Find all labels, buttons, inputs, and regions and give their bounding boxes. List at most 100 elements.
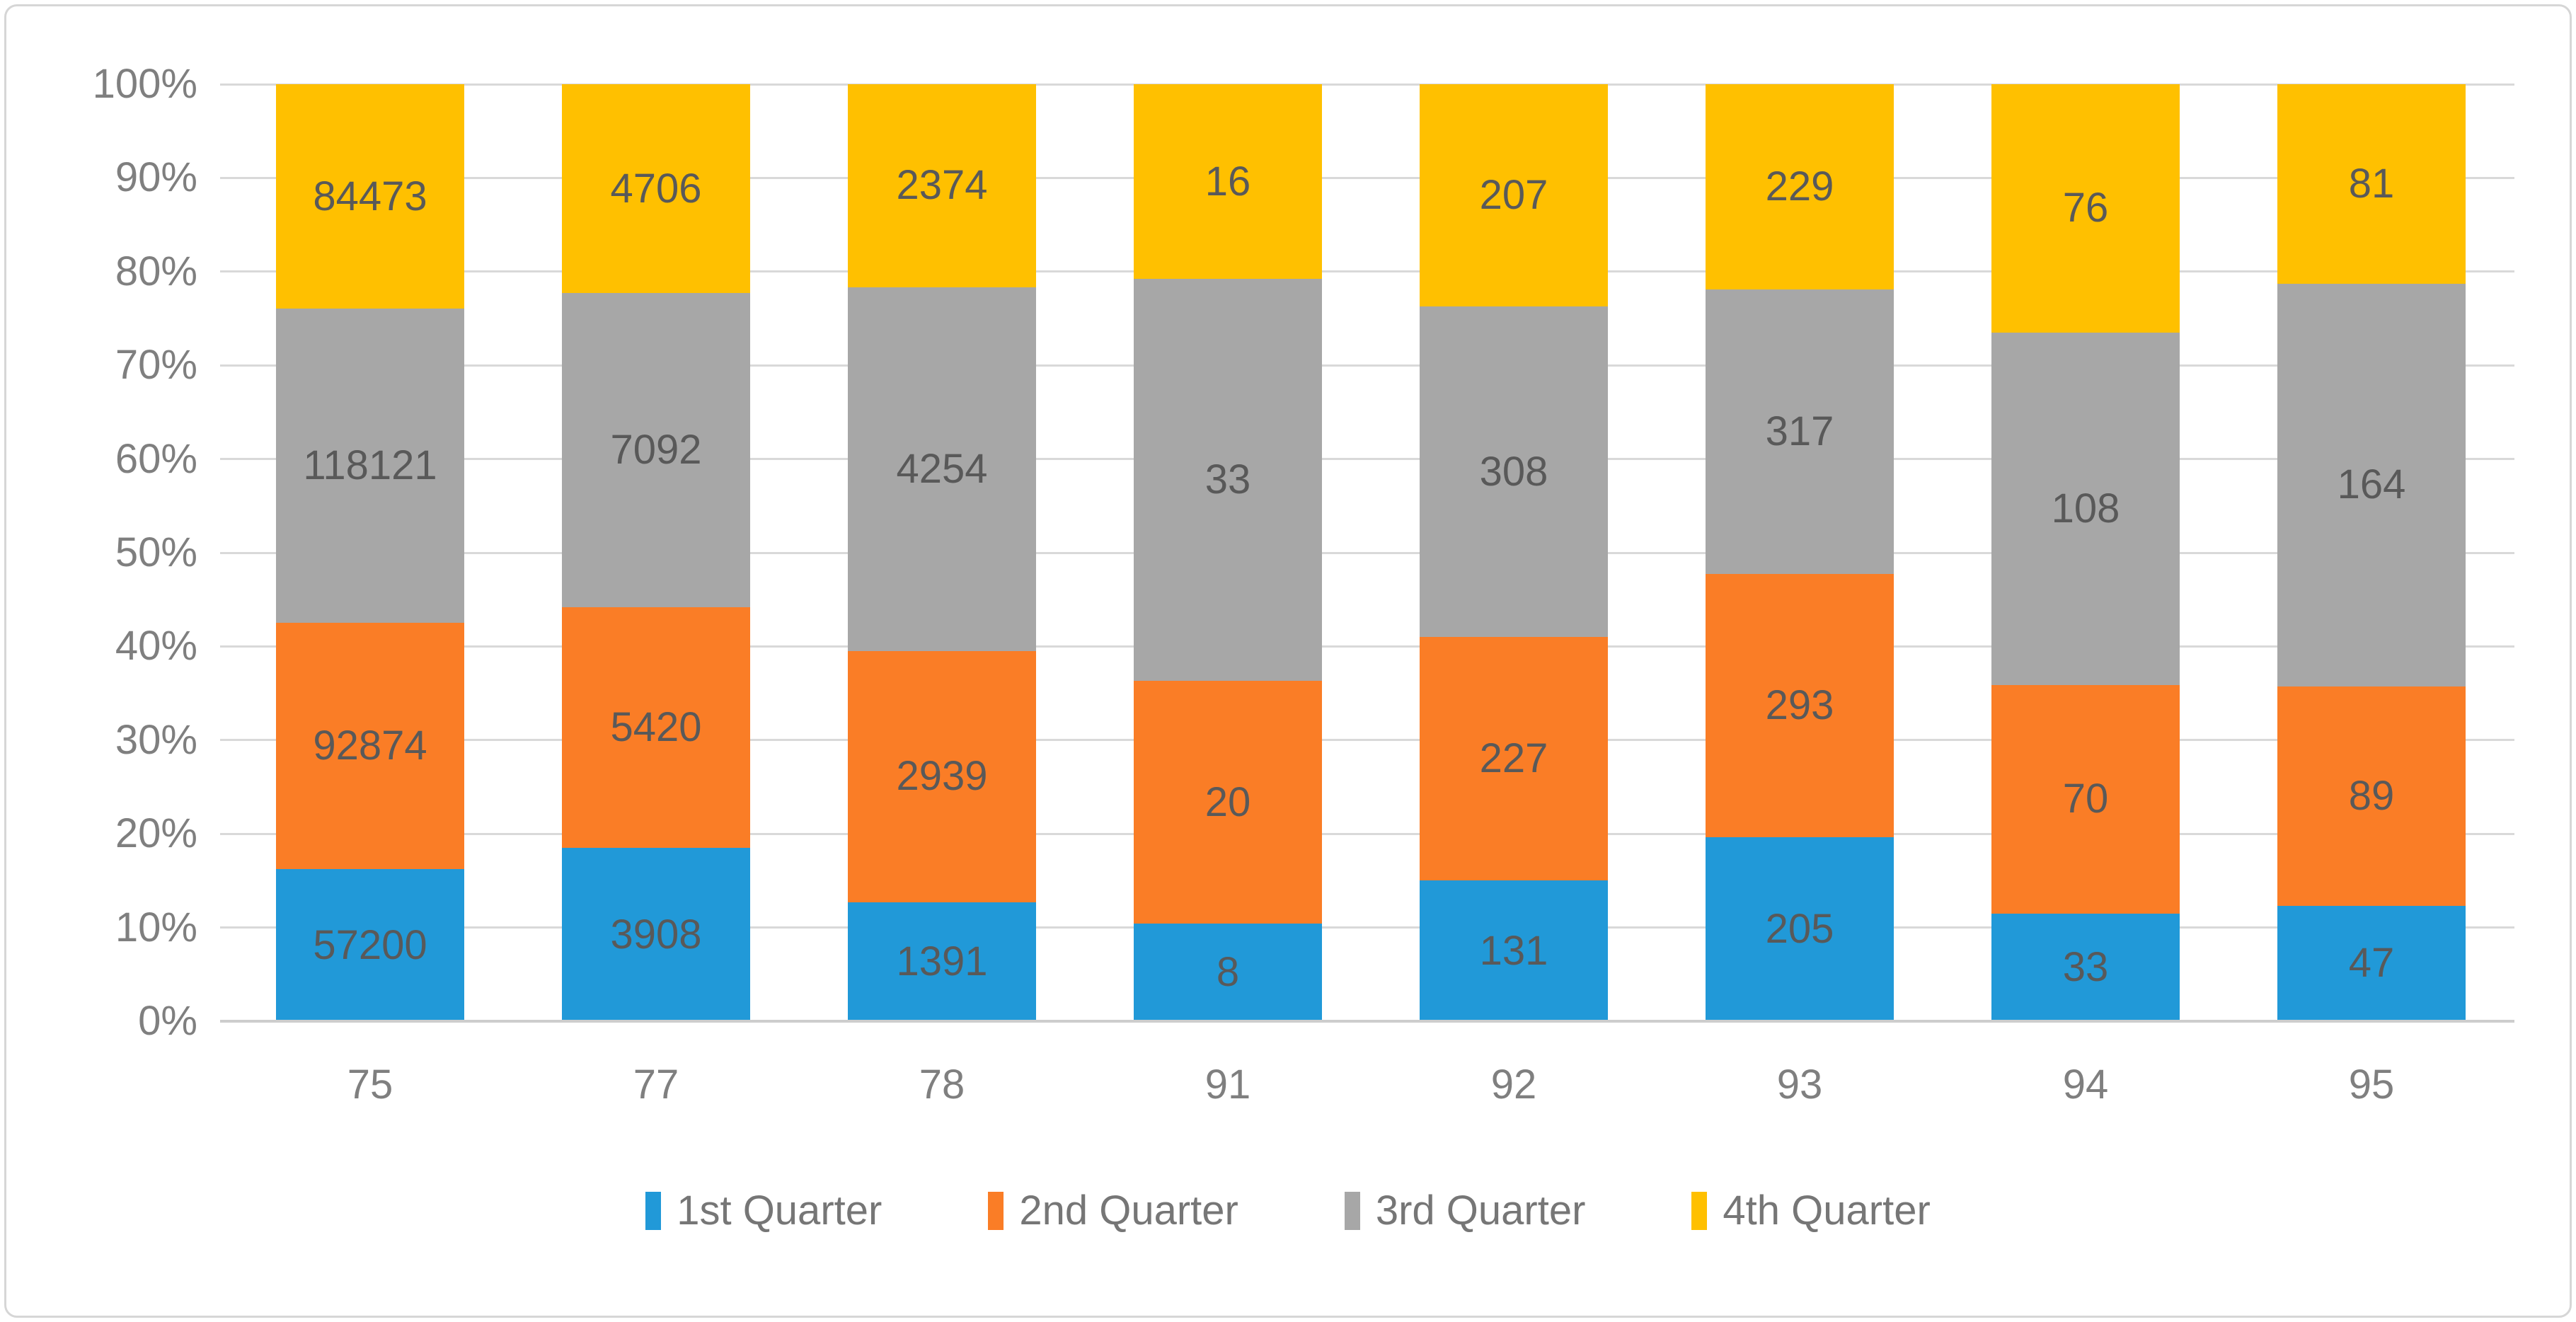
data-label: 92874 (313, 722, 427, 769)
stacked-bar: 205 293 317 229 (1705, 84, 1894, 1021)
bar-segment: 16 (1133, 84, 1323, 280)
bar-segment: 92874 (275, 622, 465, 870)
bar-segment: 1391 (847, 902, 1037, 1021)
data-label: 7092 (610, 427, 702, 473)
bar-segment: 5420 (561, 607, 751, 849)
bar-segment: 70 (1991, 684, 2180, 914)
data-label: 131 (1479, 927, 1548, 974)
data-label: 108 (2051, 485, 2120, 531)
bar-column: 131 227 308 207 (1371, 84, 1657, 1021)
y-axis-tick-label: 80% (115, 248, 197, 294)
data-label: 20 (1204, 778, 1251, 825)
gridline (220, 83, 2514, 86)
legend: 1st Quarter 2nd Quarter 3rd Quarter 4th Qua… (6, 1187, 2570, 1234)
gridline (220, 551, 2514, 554)
bar-segment: 207 (1419, 84, 1609, 306)
data-label: 33 (1204, 456, 1251, 502)
x-axis-category-label: 75 (347, 1062, 393, 1108)
gridline (220, 645, 2514, 648)
data-label: 57200 (313, 921, 427, 968)
bar-segment: 317 (1705, 289, 1894, 575)
bar-column: 57200 92874 118121 84473 (227, 84, 513, 1021)
legend-label: 4th Quarter (1723, 1188, 1931, 1234)
y-axis-tick-label: 90% (115, 154, 197, 201)
data-label: 70 (2062, 776, 2109, 822)
bar-segment: 227 (1419, 637, 1609, 881)
y-axis-tick-label: 60% (115, 435, 197, 482)
bar-column: 1391 2939 4254 2374 (799, 84, 1085, 1021)
data-label: 2939 (896, 753, 988, 800)
data-label: 16 (1204, 158, 1251, 205)
bar-segment: 131 (1419, 880, 1609, 1021)
legend-item: 4th Quarter (1691, 1187, 1931, 1234)
gridline (220, 364, 2514, 367)
data-label: 205 (1765, 906, 1834, 953)
bar-segment: 205 (1705, 837, 1894, 1021)
legend-label: 1st Quarter (677, 1188, 882, 1234)
data-label: 84473 (313, 173, 427, 219)
stacked-bar: 131 227 308 207 (1419, 84, 1609, 1021)
x-axis-category-label: 94 (2062, 1062, 2109, 1108)
data-label: 317 (1765, 408, 1834, 455)
bar-column: 47 89 164 81 (2229, 84, 2514, 1021)
bar-segment: 2939 (847, 650, 1037, 902)
bar-segment: 108 (1991, 332, 2180, 685)
data-label: 76 (2062, 185, 2109, 231)
y-axis-tick-label: 20% (115, 810, 197, 857)
bar-segment: 4706 (561, 84, 751, 293)
stacked-bar: 3908 5420 7092 4706 (561, 84, 751, 1021)
bar-segment: 4254 (847, 287, 1037, 651)
data-label: 4254 (896, 445, 988, 492)
stacked-bar: 33 70 108 76 (1991, 84, 2180, 1021)
y-axis-tick-label: 70% (115, 342, 197, 389)
bar-segment: 229 (1705, 84, 1894, 290)
gridline (220, 270, 2514, 273)
chart-frame: 0% 10% 20% 30% 40% 50% 60% 70% 80% 90% 100% 57200 9… (4, 4, 2572, 1318)
data-label: 3908 (610, 911, 702, 958)
bar-segment: 308 (1419, 306, 1609, 638)
bar-segment: 2374 (847, 84, 1037, 287)
data-label: 293 (1765, 682, 1834, 729)
gridline (220, 458, 2514, 461)
data-label: 81 (2348, 160, 2395, 207)
bar-column: 33 70 108 76 (1943, 84, 2229, 1021)
y-axis-tick-label: 0% (138, 998, 197, 1044)
bar-column: 205 293 317 229 (1657, 84, 1943, 1021)
data-label: 5420 (610, 704, 702, 751)
bar-segment: 57200 (275, 869, 465, 1021)
data-label: 229 (1765, 163, 1834, 210)
data-label: 8 (1216, 949, 1240, 996)
legend-label: 2nd Quarter (1019, 1188, 1238, 1234)
x-axis-category-label: 93 (1776, 1062, 1823, 1108)
data-label: 33 (2062, 943, 2109, 990)
stacked-bar: 8 20 33 16 (1133, 84, 1323, 1021)
y-axis-tick-label: 10% (115, 904, 197, 950)
y-axis-tick-label: 50% (115, 529, 197, 575)
stacked-bar: 57200 92874 118121 84473 (275, 84, 465, 1021)
y-axis-tick-label: 100% (92, 61, 197, 107)
data-label: 207 (1479, 171, 1548, 218)
bar-column: 3908 5420 7092 4706 (513, 84, 799, 1021)
data-label: 308 (1479, 448, 1548, 495)
x-axis-category-label: 91 (1204, 1062, 1251, 1108)
legend-item: 1st Quarter (645, 1187, 882, 1234)
data-label: 47 (2348, 940, 2395, 987)
legend-marker (1691, 1191, 1708, 1230)
legend-marker (988, 1191, 1004, 1230)
data-label: 164 (2337, 461, 2406, 508)
bar-segment: 164 (2277, 283, 2466, 687)
gridline (220, 176, 2514, 179)
bar-segment: 84473 (275, 84, 465, 309)
bar-segment: 76 (1991, 84, 2180, 333)
bar-segment: 47 (2277, 905, 2466, 1021)
data-label: 2374 (896, 162, 988, 209)
x-axis-category-label: 92 (1490, 1062, 1537, 1108)
data-label: 227 (1479, 735, 1548, 782)
gridline (220, 739, 2514, 742)
x-axis-category-label: 78 (919, 1062, 965, 1108)
x-axis-category-label: 95 (2348, 1062, 2395, 1108)
y-axis-tick-label: 30% (115, 716, 197, 763)
legend-marker (1344, 1191, 1360, 1230)
bar-segment: 89 (2277, 686, 2466, 906)
bar-segment: 33 (1991, 913, 2180, 1021)
